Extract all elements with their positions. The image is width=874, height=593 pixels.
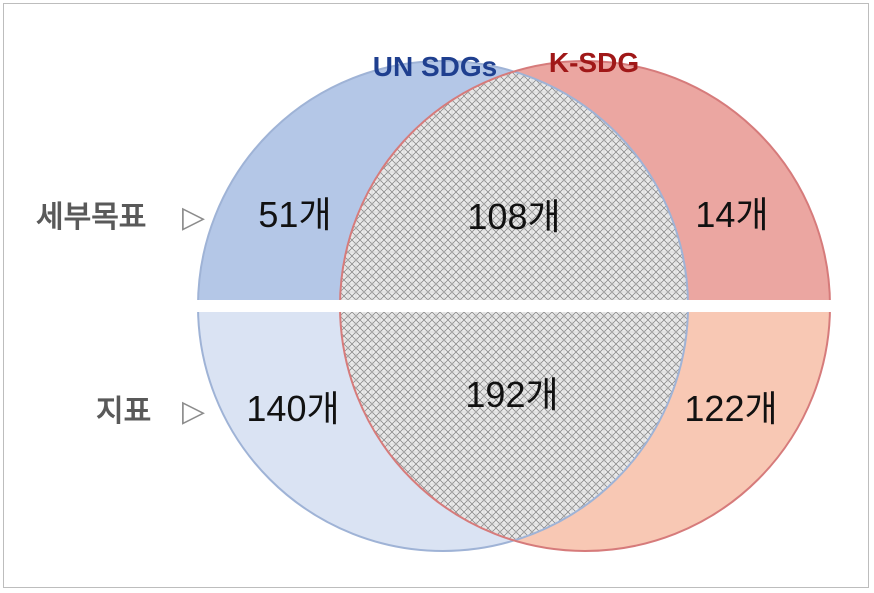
- figure-frame: [3, 3, 869, 588]
- overlap-region: [340, 61, 688, 551]
- count-targets-k-only: 14개: [695, 194, 768, 235]
- row-label-targets: 세부목표: [36, 201, 146, 234]
- un-sdgs-title: UN SDGs: [373, 51, 497, 82]
- arrow-icon: ▷: [182, 201, 205, 234]
- count-targets-both: 108개: [467, 196, 560, 237]
- count-indicators-un-only: 140개: [246, 388, 339, 429]
- count-indicators-both: 192개: [465, 374, 558, 415]
- count-indicators-k-only: 122개: [684, 388, 777, 429]
- row-divider: [190, 300, 840, 312]
- count-targets-un-only: 51개: [258, 194, 331, 235]
- k-sdg-title: K-SDG: [549, 47, 639, 78]
- row-label-indicators: 지표: [96, 395, 151, 428]
- arrow-icon: ▷: [182, 395, 205, 428]
